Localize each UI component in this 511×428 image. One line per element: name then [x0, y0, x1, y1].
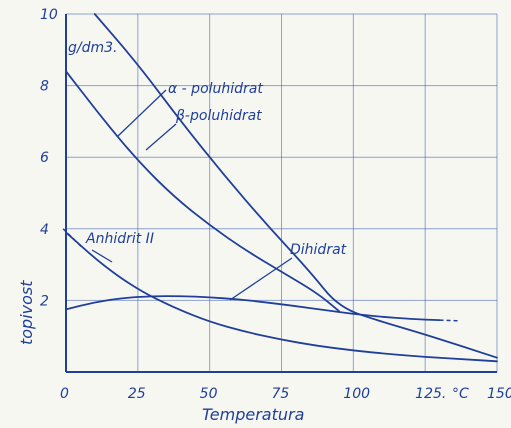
annotation-alpha-poluhidrat: α - poluhidrat: [168, 81, 263, 97]
anhidrit-dashed-start: [62, 228, 84, 250]
x-tick-label: 125.: [415, 386, 446, 402]
x-tick-label: 0: [60, 386, 69, 402]
annotation-beta-poluhidrat: β-poluhidrat: [175, 108, 262, 124]
series-line-anhidrit-ii: [65, 231, 498, 363]
dihidrat-dashed-extension: [439, 319, 460, 322]
annotation-leaders: [91, 89, 293, 301]
series-line-dihidrat: [65, 295, 441, 321]
y-axis-title: topivost: [17, 280, 36, 345]
annotation-dihidrat: Dihidrat: [290, 242, 347, 258]
unit-label: g/dm3.: [68, 40, 118, 56]
leader-alpha: [117, 89, 167, 137]
x-tick-label: 50: [200, 386, 218, 402]
leader-anhidrit: [91, 249, 113, 263]
x-tick-label: 75: [272, 386, 290, 402]
x-tick-label: 100: [343, 386, 370, 402]
series-line-alpha-poluhidrat: [93, 13, 498, 359]
y-tick-label: 8: [40, 79, 49, 95]
leader-dihidrat: [229, 257, 293, 301]
tick-labels: 0 25 50 75 100 125. 150 2 4 6 8 10: [40, 7, 511, 402]
y-tick-label: 4: [40, 222, 49, 238]
y-tick-label: 2: [40, 293, 49, 309]
axes: [65, 14, 497, 373]
x-unit-label: °C: [452, 386, 469, 402]
x-tick-label: 25: [128, 386, 146, 402]
x-tick-label: 150: [487, 386, 511, 402]
annotation-anhidrit-ii: Anhidrit II: [85, 231, 154, 247]
leader-beta: [145, 123, 177, 151]
grid: [65, 13, 498, 372]
series-lines: [62, 13, 498, 363]
y-tick-label: 6: [40, 150, 49, 166]
x-axis-title: Temperatura: [202, 405, 304, 424]
y-tick-label: 10: [40, 7, 58, 23]
series-line-beta-poluhidrat: [65, 70, 340, 312]
